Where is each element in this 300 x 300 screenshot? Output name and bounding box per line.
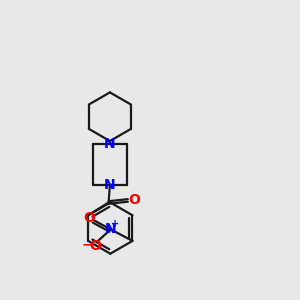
Text: −: − bbox=[82, 238, 94, 252]
Text: +: + bbox=[111, 219, 119, 229]
Text: N: N bbox=[105, 222, 116, 236]
Text: O: O bbox=[89, 239, 101, 253]
Text: O: O bbox=[128, 194, 140, 207]
Text: N: N bbox=[104, 136, 116, 151]
Text: N: N bbox=[104, 178, 116, 192]
Text: O: O bbox=[83, 211, 95, 225]
